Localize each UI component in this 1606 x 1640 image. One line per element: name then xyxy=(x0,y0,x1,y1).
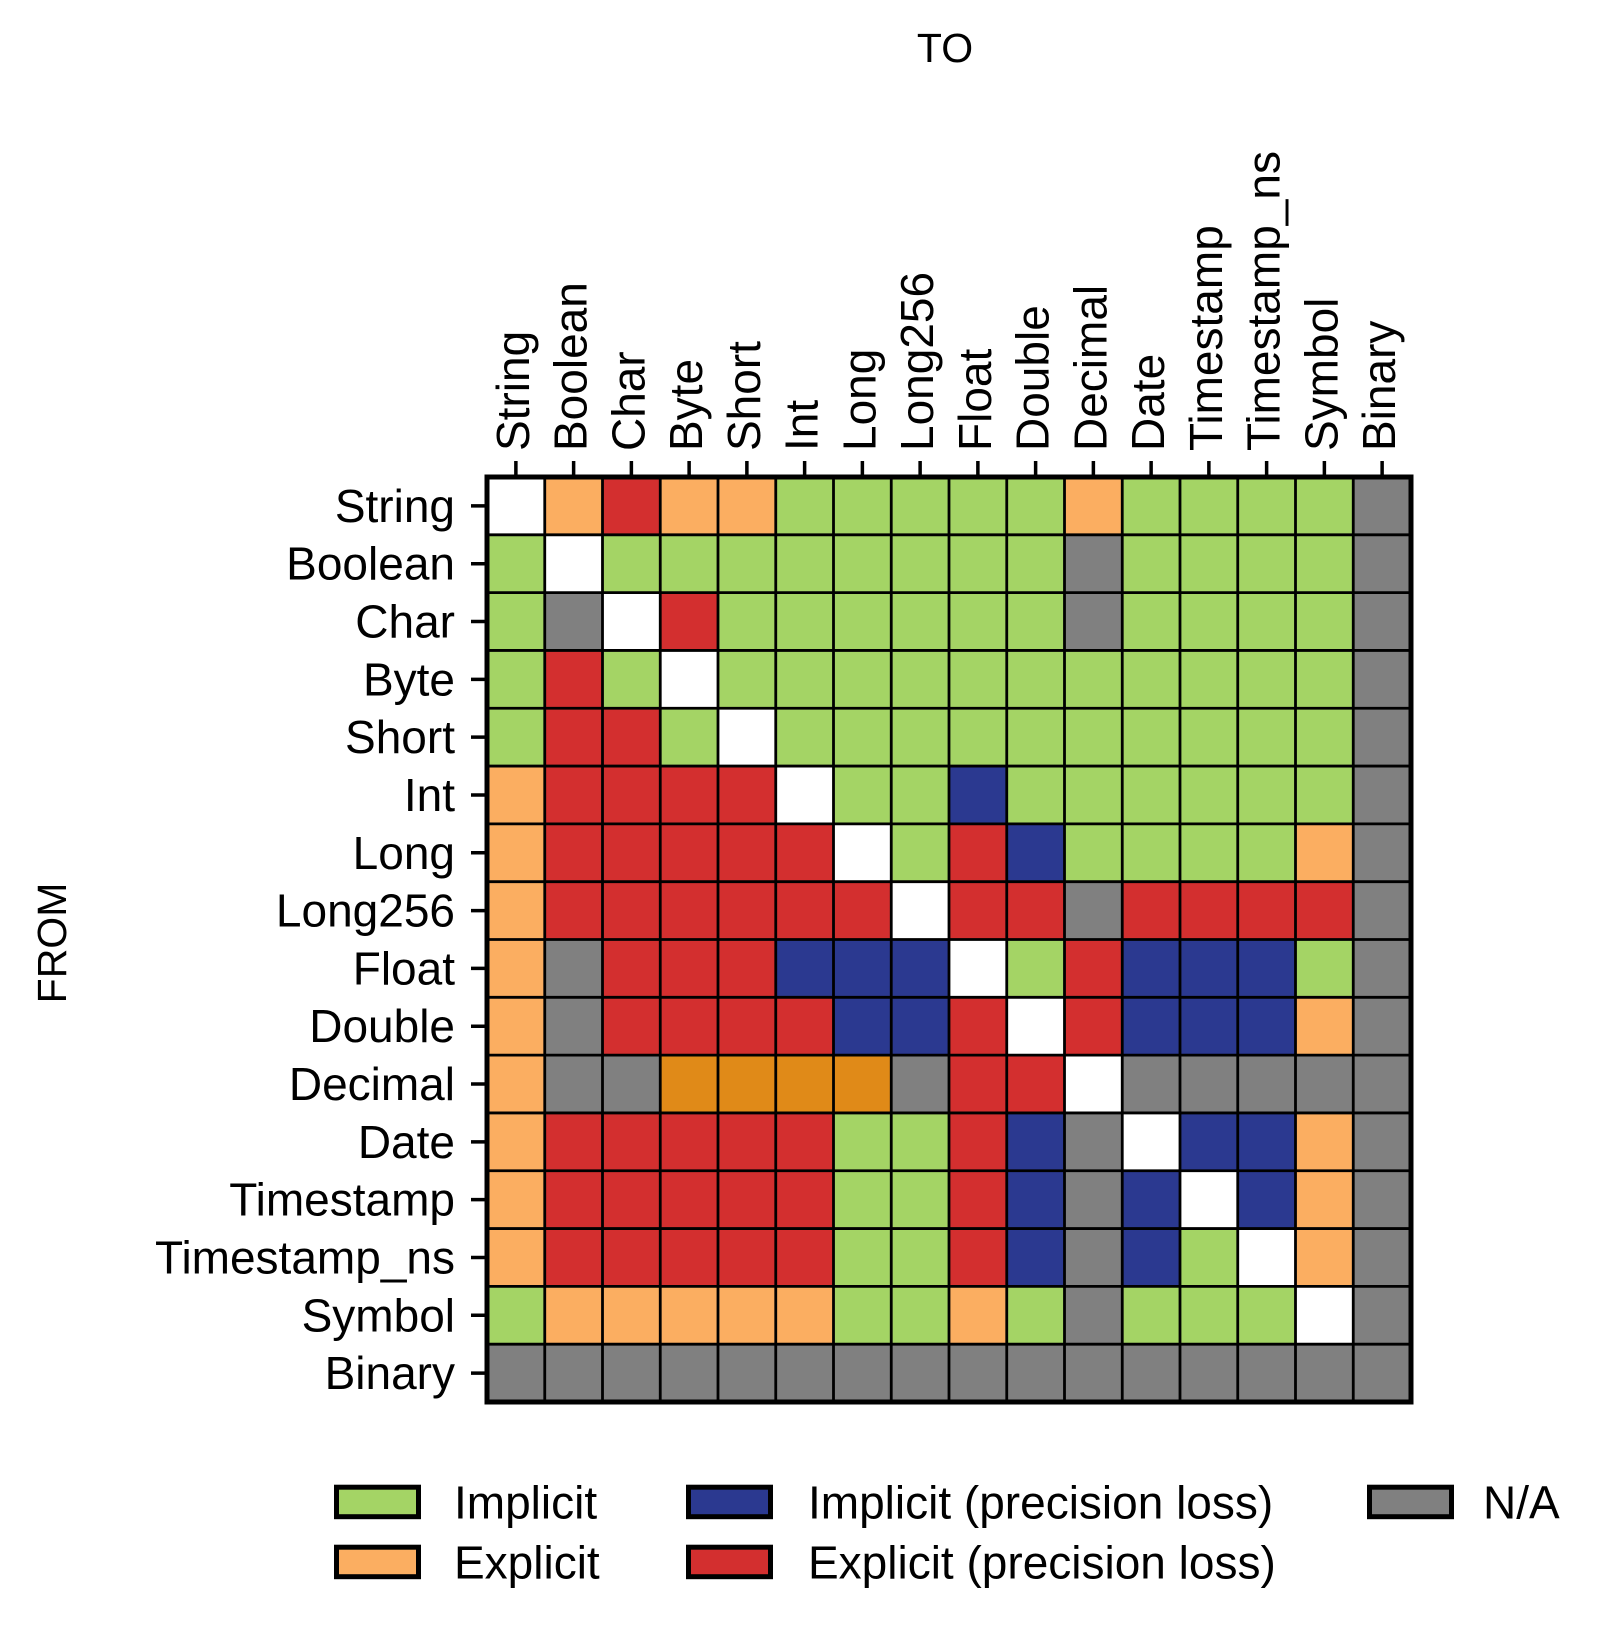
svg-text:String: String xyxy=(487,331,539,451)
svg-text:Float: Float xyxy=(353,942,455,994)
svg-text:Implicit (precision loss): Implicit (precision loss) xyxy=(808,1477,1273,1529)
svg-text:N/A: N/A xyxy=(1483,1477,1560,1529)
svg-text:Decimal: Decimal xyxy=(289,1058,455,1110)
svg-text:Long: Long xyxy=(833,349,885,451)
svg-text:Short: Short xyxy=(345,711,455,763)
svg-text:Explicit (precision loss): Explicit (precision loss) xyxy=(808,1537,1276,1589)
svg-text:Char: Char xyxy=(602,351,654,451)
svg-text:Explicit: Explicit xyxy=(454,1537,600,1589)
svg-text:TO: TO xyxy=(917,25,973,71)
svg-text:Date: Date xyxy=(1122,354,1174,451)
svg-text:Long256: Long256 xyxy=(276,885,455,937)
svg-text:Long256: Long256 xyxy=(891,272,943,451)
svg-text:Int: Int xyxy=(404,769,455,821)
svg-text:Boolean: Boolean xyxy=(545,282,597,451)
svg-text:Binary: Binary xyxy=(1353,321,1405,451)
svg-text:Timestamp_ns: Timestamp_ns xyxy=(155,1231,455,1283)
svg-text:Long: Long xyxy=(353,827,455,879)
svg-text:Double: Double xyxy=(309,1000,455,1052)
svg-text:Boolean: Boolean xyxy=(286,538,455,590)
svg-text:Short: Short xyxy=(718,341,770,451)
svg-text:Timestamp: Timestamp xyxy=(229,1174,455,1226)
svg-text:Byte: Byte xyxy=(660,359,712,451)
svg-text:Binary: Binary xyxy=(325,1347,455,1399)
svg-text:Byte: Byte xyxy=(363,653,455,705)
svg-text:Timestamp: Timestamp xyxy=(1180,225,1232,451)
svg-text:Date: Date xyxy=(358,1116,455,1168)
svg-text:String: String xyxy=(335,480,455,532)
svg-text:Int: Int xyxy=(776,400,828,451)
svg-text:Implicit: Implicit xyxy=(454,1477,597,1529)
svg-text:FROM: FROM xyxy=(29,883,75,1004)
svg-text:Double: Double xyxy=(1007,305,1059,451)
svg-text:Char: Char xyxy=(355,596,455,648)
svg-text:Symbol: Symbol xyxy=(1295,298,1347,451)
svg-text:Symbol: Symbol xyxy=(302,1289,455,1341)
svg-text:Timestamp_ns: Timestamp_ns xyxy=(1238,151,1290,451)
svg-text:Decimal: Decimal xyxy=(1064,285,1116,451)
svg-text:Float: Float xyxy=(949,349,1001,451)
